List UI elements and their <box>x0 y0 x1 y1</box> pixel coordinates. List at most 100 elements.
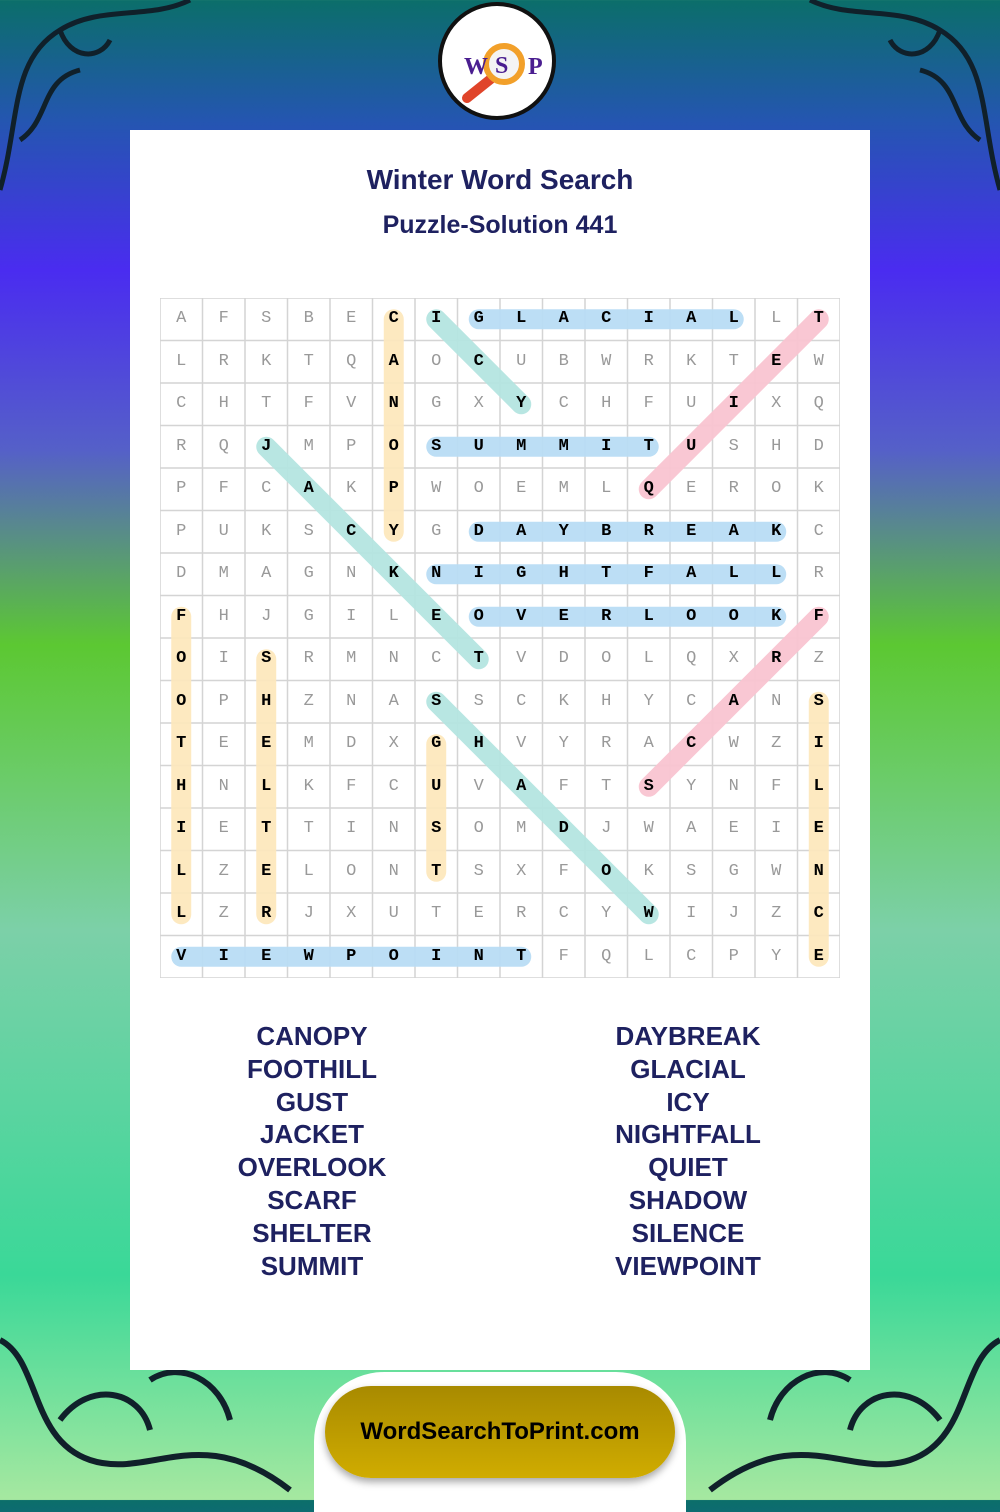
grid-cell[interactable]: L <box>643 649 654 668</box>
grid-cell[interactable]: U <box>686 394 697 413</box>
grid-cell[interactable]: E <box>261 861 272 881</box>
grid-cell[interactable]: B <box>601 521 612 541</box>
grid-cell[interactable]: C <box>388 309 399 328</box>
grid-cell[interactable]: S <box>473 691 484 711</box>
grid-cell[interactable]: A <box>686 309 697 328</box>
grid-cell[interactable]: Y <box>388 521 399 541</box>
grid-cell[interactable]: O <box>431 351 442 371</box>
grid-cell[interactable]: P <box>218 691 229 711</box>
grid-cell[interactable]: C <box>261 479 272 498</box>
grid-cell[interactable]: O <box>686 606 697 626</box>
grid-cell[interactable]: E <box>558 606 569 626</box>
grid-cell[interactable]: R <box>728 479 739 498</box>
grid-cell[interactable]: Q <box>686 649 697 668</box>
grid-cell[interactable]: C <box>601 309 612 328</box>
grid-cell[interactable]: H <box>771 436 782 456</box>
grid-cell[interactable]: F <box>303 394 314 413</box>
grid-cell[interactable]: D <box>473 521 484 541</box>
grid-cell[interactable]: G <box>516 564 527 583</box>
grid-cell[interactable]: T <box>176 734 187 753</box>
grid-cell[interactable]: F <box>558 861 569 881</box>
grid-cell[interactable]: Y <box>771 946 782 966</box>
grid-cell[interactable]: A <box>388 691 399 711</box>
grid-cell[interactable]: O <box>473 479 484 498</box>
grid-cell[interactable]: I <box>346 819 357 838</box>
grid-cell[interactable]: I <box>346 606 357 626</box>
grid-cell[interactable]: S <box>261 649 272 668</box>
grid-cell[interactable]: H <box>601 394 612 413</box>
grid-cell[interactable]: K <box>686 351 697 371</box>
grid-cell[interactable]: G <box>431 394 442 413</box>
grid-cell[interactable]: E <box>473 904 484 923</box>
grid-cell[interactable]: D <box>176 564 187 583</box>
grid-cell[interactable]: E <box>261 734 272 753</box>
grid-cell[interactable]: S <box>431 819 442 838</box>
grid-cell[interactable]: E <box>516 479 527 498</box>
grid-cell[interactable]: C <box>813 521 824 541</box>
grid-cell[interactable]: N <box>388 861 399 881</box>
grid-cell[interactable]: C <box>813 904 824 923</box>
grid-cell[interactable]: O <box>176 649 187 668</box>
grid-cell[interactable]: A <box>686 819 697 838</box>
grid-cell[interactable]: S <box>686 861 697 881</box>
grid-cell[interactable]: M <box>346 649 357 668</box>
grid-cell[interactable]: P <box>176 479 187 498</box>
grid-cell[interactable]: O <box>601 649 612 668</box>
grid-cell[interactable]: Q <box>346 351 357 371</box>
grid-cell[interactable]: W <box>643 819 654 838</box>
grid-cell[interactable]: K <box>558 691 569 711</box>
grid-cell[interactable]: F <box>643 564 654 583</box>
grid-cell[interactable]: H <box>473 734 484 753</box>
grid-cell[interactable]: X <box>771 394 782 413</box>
grid-cell[interactable]: N <box>431 564 442 583</box>
grid-cell[interactable]: H <box>261 691 272 711</box>
grid-cell[interactable]: P <box>388 479 399 498</box>
grid-cell[interactable]: N <box>813 861 824 881</box>
grid-cell[interactable]: C <box>346 521 357 541</box>
grid-cell[interactable]: S <box>728 436 739 456</box>
grid-cell[interactable]: N <box>473 946 484 966</box>
grid-cell[interactable]: S <box>261 309 272 328</box>
grid-cell[interactable]: L <box>771 564 782 583</box>
grid-cell[interactable]: O <box>601 861 612 881</box>
grid-cell[interactable]: A <box>303 479 314 498</box>
grid-cell[interactable]: L <box>261 776 272 796</box>
grid-cell[interactable]: U <box>218 521 229 541</box>
grid-cell[interactable]: V <box>346 394 357 413</box>
grid-cell[interactable]: E <box>813 946 824 966</box>
grid-cell[interactable]: L <box>771 309 782 328</box>
grid-cell[interactable]: I <box>176 819 187 838</box>
grid-cell[interactable]: F <box>813 606 824 626</box>
grid-cell[interactable]: T <box>261 819 272 838</box>
grid-cell[interactable]: W <box>601 351 612 371</box>
grid-cell[interactable]: C <box>431 649 442 668</box>
grid-cell[interactable]: T <box>516 946 527 966</box>
grid-cell[interactable]: G <box>303 606 314 626</box>
grid-cell[interactable]: J <box>261 606 272 626</box>
grid-cell[interactable]: K <box>261 521 272 541</box>
grid-cell[interactable]: C <box>473 351 484 371</box>
grid-cell[interactable]: N <box>346 691 357 711</box>
grid-cell[interactable]: P <box>176 521 187 541</box>
grid-cell[interactable]: N <box>218 776 229 796</box>
grid-cell[interactable]: E <box>218 819 229 838</box>
grid-cell[interactable]: Q <box>218 436 229 456</box>
grid-cell[interactable]: G <box>431 734 442 753</box>
grid-cell[interactable]: T <box>813 309 824 328</box>
grid-cell[interactable]: I <box>431 309 442 328</box>
grid-cell[interactable]: I <box>218 649 229 668</box>
grid-cell[interactable]: W <box>771 861 782 881</box>
grid-cell[interactable]: L <box>813 776 824 796</box>
grid-cell[interactable]: Z <box>771 734 782 753</box>
grid-cell[interactable]: W <box>813 351 824 371</box>
grid-cell[interactable]: O <box>388 436 399 456</box>
grid-cell[interactable]: X <box>728 649 739 668</box>
grid-cell[interactable]: B <box>558 351 569 371</box>
grid-cell[interactable]: O <box>388 946 399 966</box>
grid-cell[interactable]: C <box>686 691 697 711</box>
grid-cell[interactable]: S <box>431 436 442 456</box>
grid-cell[interactable]: E <box>431 606 442 626</box>
grid-cell[interactable]: R <box>176 436 187 456</box>
grid-cell[interactable]: Z <box>303 691 314 711</box>
grid-cell[interactable]: E <box>771 351 782 371</box>
